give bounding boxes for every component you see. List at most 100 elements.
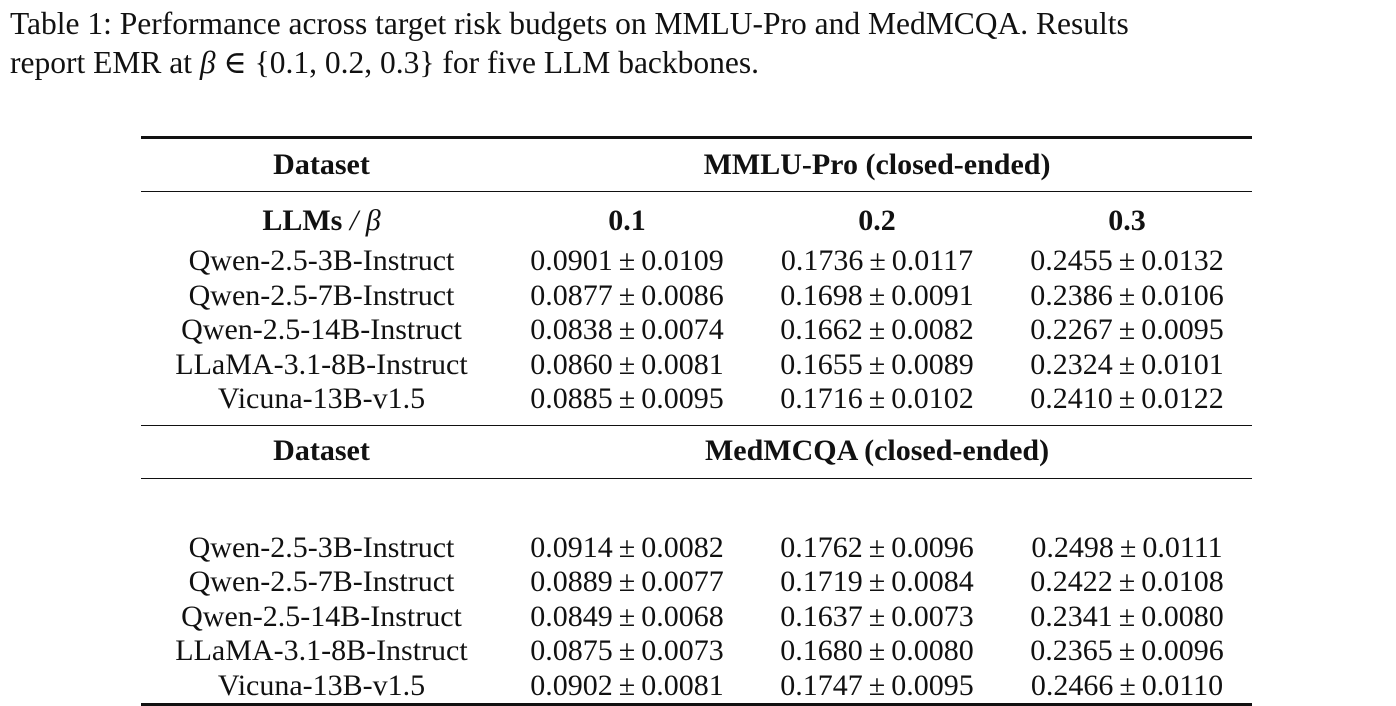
emr-std: 0.0081 — [641, 668, 724, 702]
emr-std: 0.0101 — [1141, 347, 1224, 381]
table-row: LLaMA-3.1-8B-Instruct 0.0860 ±0.0081 0.1655… — [141, 348, 1252, 383]
emr-cell: 0.2466 ±0.0110 — [1002, 669, 1252, 705]
table-row: Qwen-2.5-7B-Instruct 0.0877 ±0.0086 0.1698 ±… — [141, 279, 1252, 314]
plus-minus-symbol: ± — [869, 244, 886, 277]
emr-std: 0.0132 — [1141, 244, 1224, 277]
plus-minus-symbol: ± — [618, 347, 636, 381]
llm-beta-header: LLMs / β — [141, 192, 502, 245]
plus-minus-symbol: ± — [1118, 565, 1136, 598]
dataset-label: Dataset — [273, 147, 370, 181]
section-gap — [141, 417, 1252, 426]
emr-std: 0.0082 — [891, 313, 974, 346]
dataset-name: MMLU-Pro (closed-ended) — [703, 147, 1051, 181]
plus-minus-symbol: ± — [618, 668, 636, 702]
model-name: Vicuna-13B-v1.5 — [217, 382, 426, 415]
emr-std: 0.0096 — [891, 530, 974, 564]
column-header-row: LLMs / β 0.1 0.2 0.3 — [141, 191, 1252, 245]
emr-cell: 0.0875 ±0.0073 — [502, 634, 752, 669]
caption-in-symbol: ∈ — [223, 45, 247, 80]
plus-minus-symbol: ± — [618, 530, 636, 564]
emr-cell: 0.1655 ±0.0089 — [752, 348, 1002, 383]
emr-mean: 0.2341 — [1030, 599, 1113, 633]
emr-std: 0.0117 — [891, 244, 974, 277]
plus-minus-symbol: ± — [1118, 599, 1136, 633]
emr-cell: 0.1698 ±0.0091 — [752, 279, 1002, 314]
emr-mean: 0.1719 — [780, 565, 863, 598]
model-name: Qwen-2.5-3B-Instruct — [188, 244, 455, 277]
emr-cell: 0.2341 ±0.0080 — [1002, 600, 1252, 635]
results-table: Dataset MMLU-Pro (closed-ended) LLMs / β 0.… — [141, 136, 1252, 706]
emr-mean: 0.1680 — [780, 634, 863, 667]
emr-std: 0.0095 — [641, 382, 724, 415]
emr-mean: 0.0902 — [530, 668, 613, 702]
emr-cell: 0.1662 ±0.0082 — [752, 313, 1002, 348]
plus-minus-symbol: ± — [618, 599, 636, 633]
model-name: LLaMA-3.1-8B-Instruct — [175, 347, 468, 381]
emr-mean: 0.0875 — [530, 634, 613, 667]
caption-suffix: for five LLM backbones. — [434, 45, 760, 80]
emr-mean: 0.1762 — [780, 530, 863, 564]
plus-minus-symbol: ± — [1118, 382, 1136, 415]
plus-minus-symbol: ± — [868, 668, 886, 702]
model-name: Qwen-2.5-3B-Instruct — [188, 530, 455, 564]
emr-mean: 0.0877 — [530, 278, 613, 312]
emr-cell: 0.0889 ±0.0077 — [502, 565, 752, 600]
emr-cell: 0.1719 ±0.0084 — [752, 565, 1002, 600]
beta-column-header — [752, 478, 1002, 531]
model-name: Qwen-2.5-14B-Instruct — [181, 313, 462, 346]
emr-std: 0.0122 — [1141, 382, 1224, 415]
emr-std: 0.0081 — [641, 347, 724, 381]
dataset-name: MedMCQA (closed-ended) — [704, 434, 1050, 468]
plus-minus-symbol: ± — [618, 278, 636, 312]
beta-column-header: 0.3 — [1108, 203, 1146, 237]
plus-minus-symbol: ± — [618, 634, 636, 667]
emr-mean: 0.2324 — [1030, 347, 1113, 381]
model-name: Qwen-2.5-7B-Instruct — [188, 278, 455, 312]
plus-minus-symbol: ± — [618, 244, 636, 277]
table-caption: Table 1: Performance across target risk … — [10, 4, 1390, 82]
emr-mean: 0.1662 — [780, 313, 863, 346]
plus-minus-symbol: ± — [1119, 530, 1137, 564]
plus-minus-symbol: ± — [618, 313, 636, 346]
beta-column-header: 0.2 — [858, 203, 896, 237]
gap-cell — [141, 417, 1252, 426]
plus-minus-symbol: ± — [868, 313, 886, 346]
model-name: Qwen-2.5-14B-Instruct — [181, 599, 462, 633]
emr-mean: 0.0889 — [530, 565, 613, 598]
results-table-body: Dataset MMLU-Pro (closed-ended) LLMs / β 0.… — [141, 137, 1252, 705]
emr-cell: 0.1747 ±0.0095 — [752, 669, 1002, 705]
caption-prefix: report EMR at — [10, 45, 200, 80]
caption-line-2: report EMR at β ∈ {0.1, 0.2, 0.3} for fi… — [10, 43, 1390, 82]
emr-mean: 0.1716 — [780, 382, 863, 415]
plus-minus-symbol: ± — [868, 347, 886, 381]
plus-minus-symbol: ± — [618, 565, 636, 598]
emr-std: 0.0086 — [641, 278, 724, 312]
emr-mean: 0.1698 — [780, 278, 863, 312]
emr-mean: 0.0860 — [530, 347, 613, 381]
emr-cell: 0.1736 ±0.0117 — [752, 244, 1002, 279]
emr-cell: 0.0901 ±0.0109 — [502, 244, 752, 279]
emr-std: 0.0108 — [1141, 565, 1224, 598]
emr-std: 0.0089 — [891, 347, 974, 381]
emr-std: 0.0110 — [1141, 668, 1224, 702]
slash-symbol: / — [349, 203, 359, 237]
emr-mean: 0.1637 — [780, 599, 863, 633]
plus-minus-symbol: ± — [1118, 278, 1136, 312]
emr-cell: 0.0860 ±0.0081 — [502, 348, 752, 383]
table-row: Qwen-2.5-3B-Instruct 0.0914 ±0.0082 0.1762 ±… — [141, 531, 1252, 566]
emr-std: 0.0073 — [891, 599, 974, 633]
emr-cell: 0.1716 ±0.0102 — [752, 382, 1002, 417]
beta-column-header — [502, 478, 752, 531]
beta-symbol: β — [365, 203, 381, 237]
emr-cell: 0.2422 ±0.0108 — [1002, 565, 1252, 600]
model-name: Vicuna-13B-v1.5 — [217, 668, 426, 702]
emr-mean: 0.2466 — [1030, 668, 1114, 702]
section-header-row: Dataset MMLU-Pro (closed-ended) — [141, 137, 1252, 192]
caption-beta: β — [199, 45, 216, 80]
table-row: Qwen-2.5-14B-Instruct 0.0838 ±0.0074 0.1662… — [141, 313, 1252, 348]
plus-minus-symbol: ± — [868, 382, 886, 415]
emr-std: 0.0096 — [1141, 634, 1224, 667]
emr-mean: 0.2455 — [1030, 244, 1113, 277]
emr-std: 0.0106 — [1141, 278, 1224, 312]
emr-cell: 0.0849 ±0.0068 — [502, 600, 752, 635]
